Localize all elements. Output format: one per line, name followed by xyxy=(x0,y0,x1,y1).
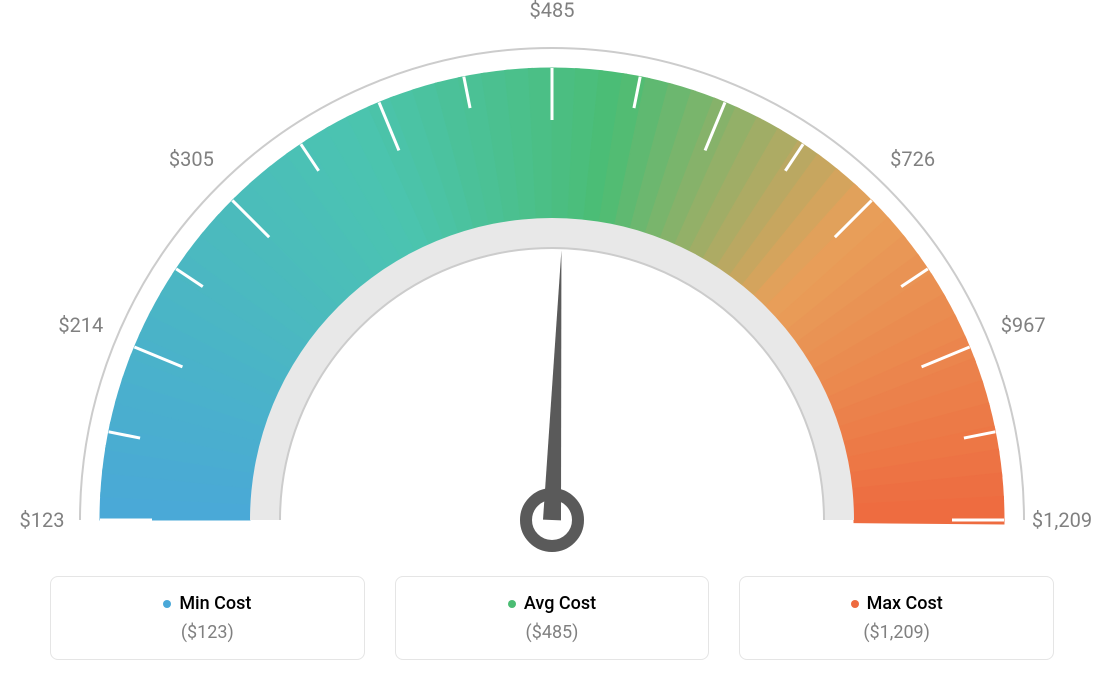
gauge-tick-label: $967 xyxy=(1001,313,1046,337)
gauge-tick-label: $1,209 xyxy=(1032,508,1092,532)
legend-value-avg: ($485) xyxy=(416,622,689,643)
legend-label: Avg Cost xyxy=(524,593,596,614)
gauge-svg xyxy=(0,0,1104,560)
legend-card-max: Max Cost ($1,209) xyxy=(739,576,1054,661)
legend-card-min: Min Cost ($123) xyxy=(50,576,365,661)
dot-icon xyxy=(508,600,516,608)
gauge-tick-label: $214 xyxy=(58,313,103,337)
gauge-tick-label: $305 xyxy=(169,147,214,171)
legend-title-max: Max Cost xyxy=(851,593,943,614)
legend-row: Min Cost ($123) Avg Cost ($485) Max Cost… xyxy=(50,576,1054,661)
dot-icon xyxy=(851,600,859,608)
legend-label: Min Cost xyxy=(179,593,251,614)
legend-card-avg: Avg Cost ($485) xyxy=(395,576,710,661)
dot-icon xyxy=(163,600,171,608)
legend-value-min: ($123) xyxy=(71,622,344,643)
gauge-tick-label: $123 xyxy=(20,508,65,532)
legend-label: Max Cost xyxy=(867,593,943,614)
legend-title-avg: Avg Cost xyxy=(508,593,596,614)
gauge-tick-label: $726 xyxy=(890,147,935,171)
gauge-tick-label: $485 xyxy=(530,0,575,22)
legend-title-min: Min Cost xyxy=(163,593,251,614)
legend-value-max: ($1,209) xyxy=(760,622,1033,643)
gauge-chart: $123 $214 $305 $485 $726 $967 $1,209 xyxy=(0,0,1104,560)
